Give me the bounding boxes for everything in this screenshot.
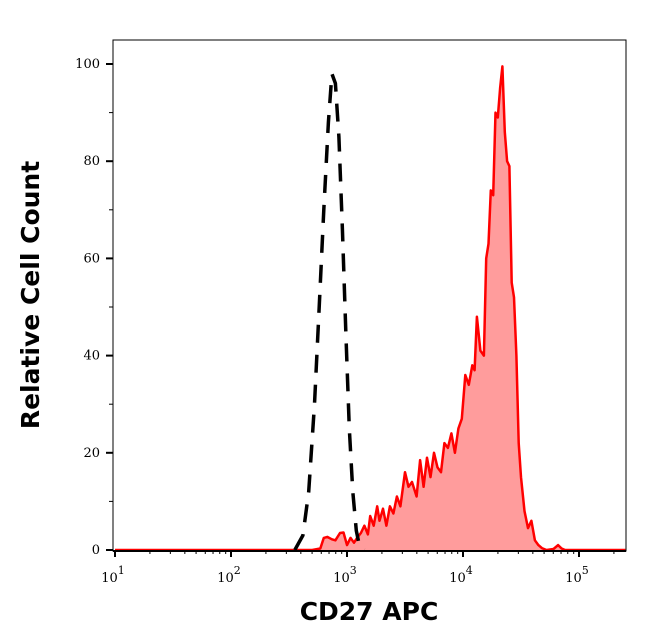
x-tick-label: 103 — [333, 564, 357, 586]
y-tick-label: 20 — [83, 446, 100, 461]
x-tick-label-exponent: 3 — [350, 564, 357, 577]
x-tick-label-exponent: 1 — [118, 564, 125, 577]
y-tick-label: 80 — [83, 154, 100, 169]
stained-series-line — [115, 65, 626, 552]
x-tick-label: 102 — [217, 564, 241, 586]
x-tick-label-exponent: 5 — [582, 564, 589, 577]
x-tick-label: 105 — [565, 564, 589, 586]
x-tick-label: 104 — [449, 564, 473, 586]
x-tick-label-base: 10 — [565, 571, 582, 586]
series-fill-1 — [115, 66, 626, 551]
x-tick-label: 101 — [101, 564, 125, 586]
y-tick-label: 0 — [92, 543, 100, 558]
x-tick-label-base: 10 — [449, 571, 466, 586]
y-axis-title: Relative Cell Count — [16, 161, 45, 429]
x-tick-label-base: 10 — [333, 571, 350, 586]
control-series-line — [293, 71, 366, 552]
x-tick-label-exponent: 4 — [466, 564, 473, 577]
series-layer — [115, 65, 626, 552]
y-tick-label: 100 — [75, 57, 100, 72]
x-tick-label-exponent: 2 — [234, 564, 241, 577]
x-axis-title: CD27 APC — [300, 597, 439, 626]
y-tick-label: 60 — [83, 251, 100, 266]
x-tick-label-base: 10 — [217, 571, 234, 586]
y-tick-label: 40 — [83, 349, 100, 364]
x-tick-label-base: 10 — [101, 571, 118, 586]
plot-frame — [112, 39, 627, 552]
